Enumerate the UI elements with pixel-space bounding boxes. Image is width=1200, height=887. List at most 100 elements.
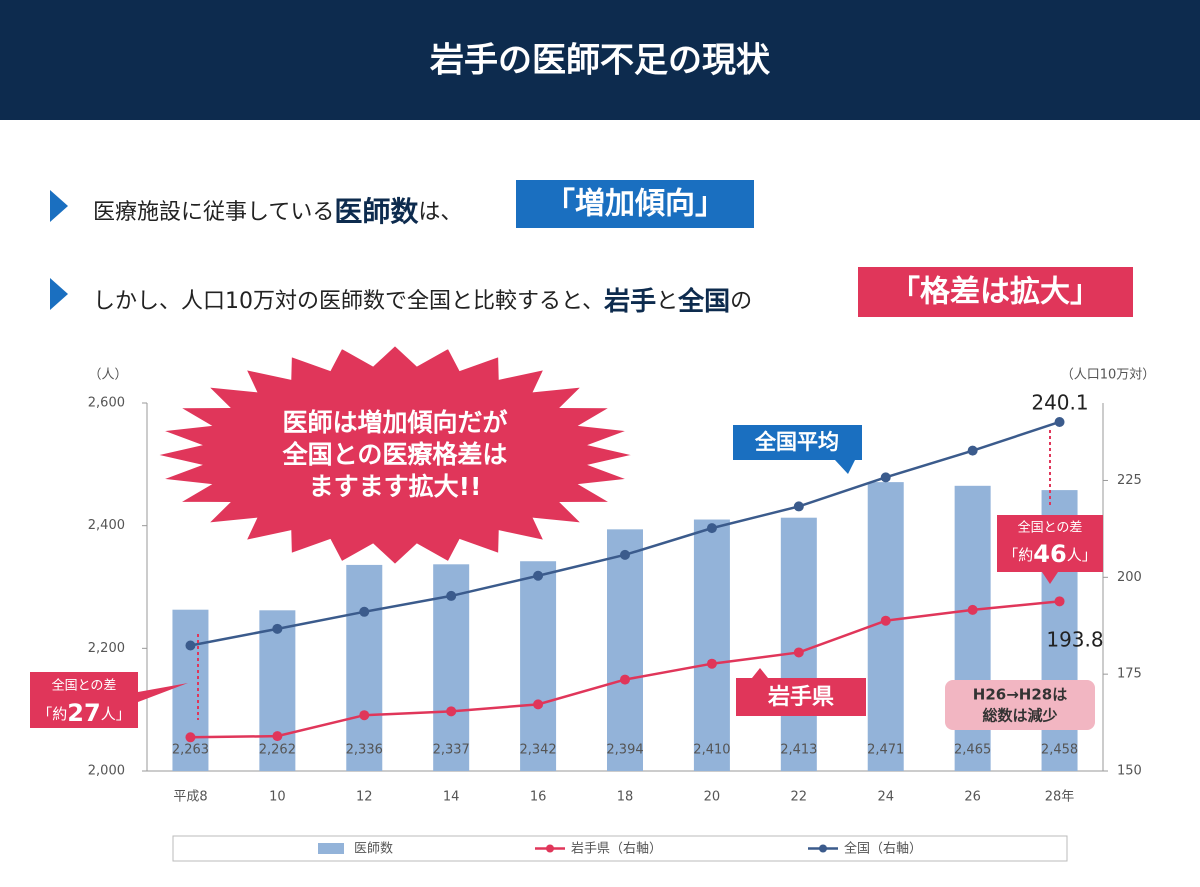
y2-unit: （人口10万対）: [1061, 368, 1156, 383]
bar-value-label: 2,471: [867, 743, 904, 758]
callout-part: 「約: [1003, 546, 1033, 564]
line-point: [359, 710, 370, 721]
line-point: [359, 606, 370, 617]
line-point: [880, 615, 891, 626]
x-tick-label: 22: [791, 790, 808, 805]
callout-part: 人」: [101, 705, 131, 723]
end-value-label: 240.1: [1031, 391, 1088, 415]
y2-tick-label: 225: [1117, 473, 1142, 488]
bar-value-label: 2,458: [1041, 743, 1078, 758]
burst-text: ますます拡大!!: [309, 472, 482, 501]
bar: [693, 519, 730, 771]
emphasis: 医師数: [334, 195, 419, 228]
callout-national: [733, 425, 862, 474]
callout-text: 全国との差: [1018, 520, 1083, 536]
bar: [867, 482, 904, 771]
legend-label: 岩手県（右軸）: [571, 842, 662, 857]
y-tick-label: 2,400: [88, 518, 125, 533]
bar: [520, 561, 557, 771]
burst-text: 医師は増加傾向だが: [282, 408, 507, 437]
bullet-text: しかし、人口10万対の医師数で全国と比較すると、岩手と全国の: [93, 286, 752, 317]
x-tick-label: 12: [356, 790, 373, 805]
line-point: [185, 640, 196, 651]
x-tick-label: 14: [443, 790, 460, 805]
bar-value-label: 2,410: [693, 743, 730, 758]
callout-text: 岩手県: [767, 685, 834, 710]
line-point: [620, 549, 630, 560]
y2-tick-label: 175: [1117, 667, 1142, 682]
callout-text: 「約27人」: [37, 699, 130, 727]
callout-gap: [30, 672, 188, 728]
end-value-label: 193.8: [1046, 628, 1103, 652]
legend-swatch: [819, 844, 827, 853]
emphasis: 岩手: [603, 287, 656, 317]
line-point: [272, 623, 283, 634]
highlight-text: 「増加傾向」: [545, 187, 725, 222]
starburst: [154, 343, 636, 567]
line-point: [272, 731, 283, 742]
callout-text: 全国平均: [754, 430, 839, 454]
y-tick-label: 2,600: [88, 396, 125, 411]
bullet-icon: [50, 190, 68, 222]
callout-text: 全国との差: [52, 678, 117, 694]
note-text: 総数は減少: [982, 707, 1057, 725]
line-point: [446, 590, 457, 601]
line-point: [446, 706, 457, 717]
legend-label: 医師数: [354, 842, 393, 857]
y2-tick-label: 150: [1117, 764, 1142, 779]
x-tick-label: 20: [704, 790, 721, 805]
line-point: [967, 445, 978, 456]
highlight-text: 「格差は拡大」: [890, 275, 1100, 310]
text: 医療施設に従事している: [93, 200, 334, 225]
callout-gap: [997, 515, 1103, 584]
y-tick-label: 2,200: [88, 641, 125, 656]
callout-part: 「約: [37, 705, 67, 723]
line-point: [793, 501, 804, 512]
callout-part: 46: [1033, 540, 1066, 568]
bar-value-label: 2,342: [519, 743, 556, 758]
bar-value-label: 2,263: [172, 743, 209, 758]
slide-title: 岩手の医師不足の現状: [429, 41, 771, 81]
legend-swatch: [546, 844, 554, 853]
legend-label: 全国（右軸）: [844, 841, 922, 857]
bullet-icon: [50, 278, 68, 310]
bullet-text: 医療施設に従事している医師数は、: [93, 195, 462, 228]
bar-value-label: 2,262: [259, 743, 296, 758]
x-tick-label: 平成8: [173, 790, 207, 805]
legend-swatch: [318, 843, 344, 854]
bar: [259, 610, 296, 771]
bar-value-label: 2,413: [780, 743, 817, 758]
y-unit: （人）: [88, 368, 127, 383]
text: しかし、人口10万対の医師数で全国と比較すると、: [93, 289, 604, 314]
highlight-box: [516, 180, 754, 228]
highlight-box: [858, 267, 1133, 317]
text: の: [730, 289, 752, 314]
line-point: [880, 472, 891, 483]
bar: [172, 609, 209, 771]
x-tick-label: 26: [964, 790, 981, 805]
callout-part: 27: [67, 699, 100, 727]
note-box: [945, 680, 1095, 730]
note-text: H26→H28は: [973, 686, 1067, 704]
bar: [346, 564, 383, 771]
y2-tick-label: 200: [1117, 570, 1142, 585]
callout-part: 人」: [1067, 546, 1097, 564]
line-point: [185, 732, 196, 743]
line-point: [1054, 416, 1065, 427]
line-point: [706, 523, 717, 534]
line-point: [620, 674, 630, 685]
emphasis: 全国: [677, 286, 730, 317]
line-point: [967, 604, 978, 615]
bar: [607, 529, 643, 771]
bar-value-label: 2,465: [954, 743, 991, 758]
line-point: [1054, 596, 1065, 607]
x-tick-label: 28年: [1045, 790, 1075, 805]
x-tick-label: 18: [617, 790, 634, 805]
bar-value-label: 2,337: [433, 743, 470, 758]
bar-value-label: 2,394: [606, 743, 643, 758]
line-point: [533, 570, 544, 581]
x-tick-label: 16: [530, 790, 547, 805]
text: は、: [418, 200, 462, 225]
bar-value-label: 2,336: [346, 743, 383, 758]
